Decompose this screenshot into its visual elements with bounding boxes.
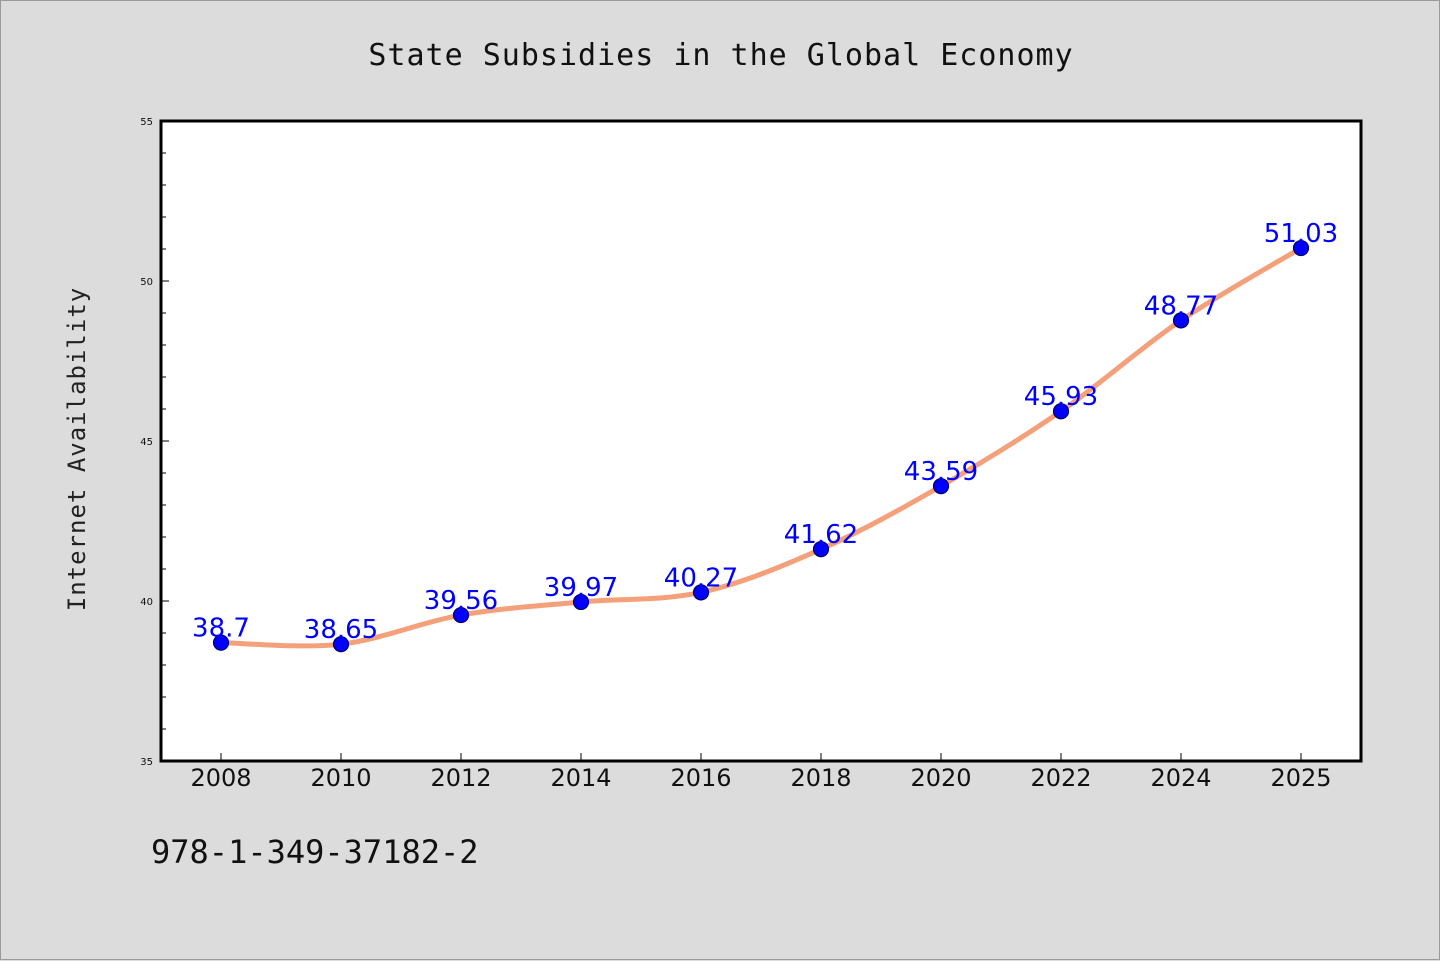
x-tick-label: 2010 xyxy=(310,764,371,792)
series-line xyxy=(218,245,1304,649)
data-label: 38.7 xyxy=(192,614,250,644)
data-label: 43.59 xyxy=(904,457,978,487)
data-point xyxy=(932,478,950,495)
y-tick-label: 45 xyxy=(140,437,153,448)
data-point xyxy=(1292,239,1310,257)
isbn-footer: 978-1-349-37182-2 xyxy=(151,833,479,871)
data-point xyxy=(452,606,470,624)
data-series: 38.7 38.65 39.56 39.97 40.27 41.62 43.59 45.93 4… xyxy=(192,219,1338,653)
axes: 2008 2010 2012 2014 2016 2018 2020 2022 2024 2025… xyxy=(140,117,1331,792)
data-point xyxy=(812,541,830,558)
y-tick-label: 35 xyxy=(140,757,153,768)
data-point xyxy=(332,636,350,653)
data-point xyxy=(212,634,230,651)
data-label: 39.97 xyxy=(544,573,618,603)
data-label: 39.56 xyxy=(424,586,498,616)
x-tick-label: 2020 xyxy=(910,764,971,792)
x-tick-label: 2016 xyxy=(670,764,731,792)
y-tick-label: 55 xyxy=(140,117,153,128)
y-axis-label: Internet Availability xyxy=(63,287,91,611)
data-point xyxy=(1172,312,1190,329)
x-tick-label: 2008 xyxy=(190,764,251,792)
data-label: 51.03 xyxy=(1264,219,1338,249)
data-label: 48.77 xyxy=(1144,291,1218,321)
plot-frame xyxy=(159,119,1363,763)
y-tick-label: 40 xyxy=(140,597,153,608)
data-label: 40.27 xyxy=(664,563,738,593)
x-tick-label: 2022 xyxy=(1030,764,1091,792)
x-tick-label: 2024 xyxy=(1150,764,1211,792)
data-point xyxy=(1052,403,1070,420)
x-tick-label: 2025 xyxy=(1270,764,1331,792)
x-tick-label: 2014 xyxy=(550,764,611,792)
x-tick-label: 2012 xyxy=(430,764,491,792)
data-point xyxy=(692,584,710,601)
data-label: 45.93 xyxy=(1024,382,1098,412)
chart-title: State Subsidies in the Global Economy xyxy=(368,38,1073,73)
data-label: 41.62 xyxy=(784,520,858,550)
data-label: 38.65 xyxy=(304,615,378,645)
data-point xyxy=(572,593,590,611)
y-tick-label: 50 xyxy=(140,277,153,288)
x-tick-label: 2018 xyxy=(790,764,851,792)
plot-area xyxy=(161,121,1361,761)
